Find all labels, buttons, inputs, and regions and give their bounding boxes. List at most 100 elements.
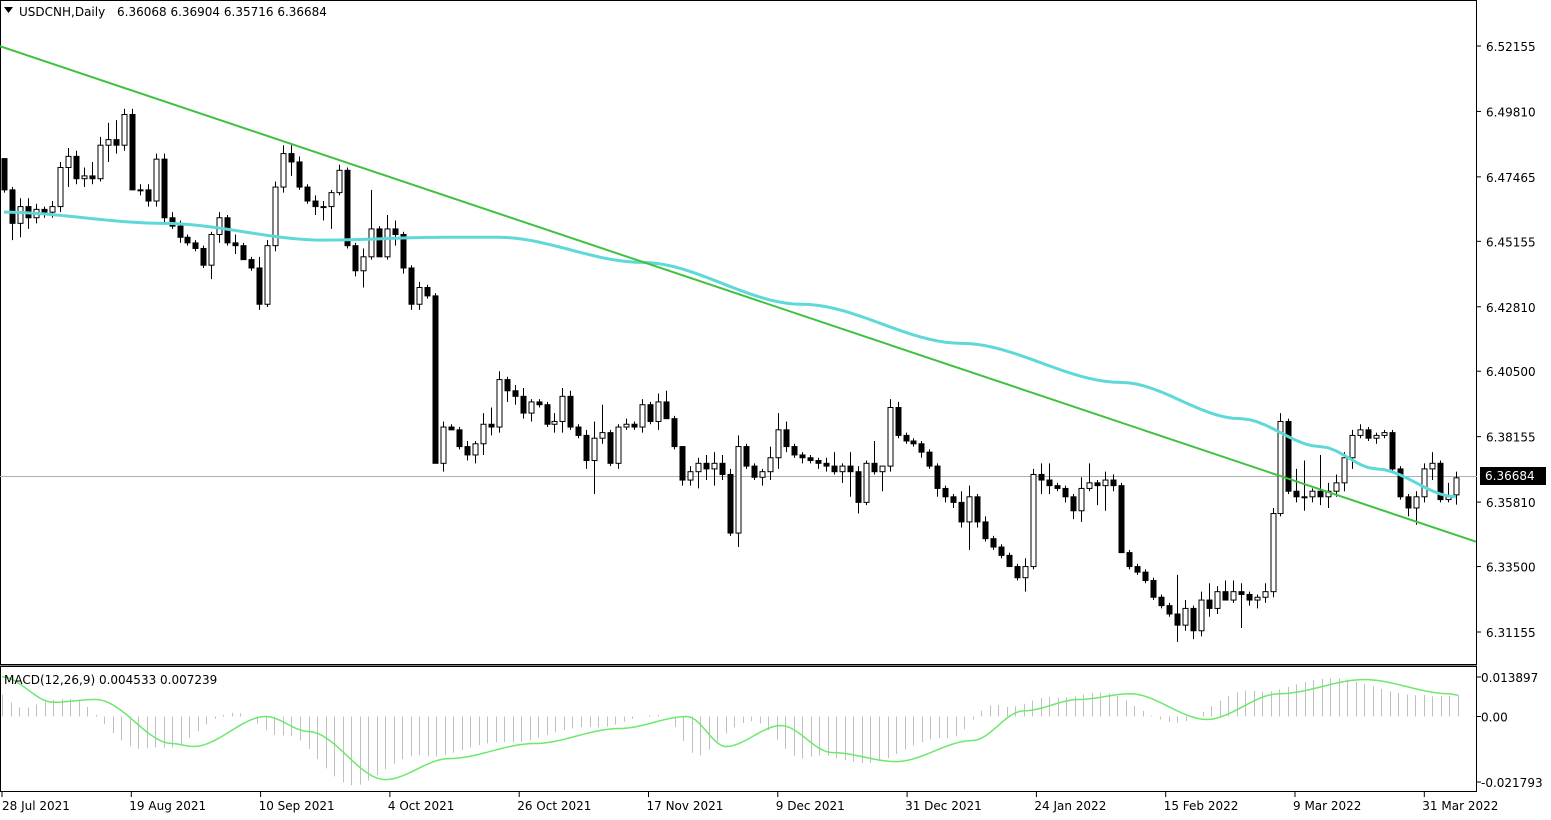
- candle-bear: [647, 404, 654, 422]
- candle-bear: [751, 465, 758, 478]
- candle-bear: [304, 186, 311, 202]
- candle-bull: [208, 233, 215, 266]
- candle-bear: [424, 287, 431, 297]
- candle-bear: [1190, 607, 1197, 632]
- candle-bear: [296, 161, 303, 188]
- candle-bear: [1174, 613, 1181, 626]
- downtrend-line[interactable]: [0, 45, 1477, 543]
- date-tick-label: 10 Sep 2021: [259, 799, 335, 813]
- price-tick-label: 6.33500: [1486, 561, 1536, 575]
- candle-bear: [1389, 432, 1396, 470]
- dropdown-triangle-icon[interactable]: [4, 7, 13, 13]
- candle-bear: [113, 139, 120, 146]
- price-tick-label: 6.47465: [1486, 171, 1536, 185]
- candle-bear: [392, 228, 399, 235]
- candle-bear: [847, 465, 854, 473]
- candle-bull: [416, 287, 423, 305]
- candle-bear: [544, 404, 551, 425]
- candle-bull: [1413, 496, 1420, 509]
- candle-bear: [129, 114, 136, 191]
- candle-bear: [1397, 468, 1404, 498]
- candle-bull: [1309, 490, 1316, 498]
- candle-bear: [432, 295, 439, 464]
- candle-bear: [1054, 485, 1061, 489]
- candle-bear: [456, 429, 463, 448]
- candle-bull: [472, 443, 479, 456]
- candle-bear: [903, 434, 910, 442]
- price-tick-label: 6.35810: [1486, 496, 1536, 510]
- candle-bear: [671, 418, 678, 448]
- date-tick-label: 24 Jan 2022: [1034, 799, 1106, 813]
- candle-bull: [759, 471, 766, 478]
- candle-bear: [719, 462, 726, 475]
- candle-bull: [1102, 479, 1109, 487]
- current-price-label: 6.36684: [1485, 469, 1535, 483]
- candle-bull: [1429, 462, 1436, 470]
- candle-bear: [1006, 554, 1013, 568]
- candle-bull: [775, 429, 782, 459]
- candle-bear: [488, 423, 495, 428]
- date-tick-label: 28 Jul 2021: [2, 799, 70, 813]
- candle-bull: [1421, 468, 1428, 498]
- candle-bear: [918, 443, 925, 453]
- ohlc-label: 6.36068 6.36904 6.35716 6.36684: [117, 5, 327, 19]
- candle-bear: [1222, 591, 1229, 601]
- price-tick-label: 6.38155: [1486, 431, 1536, 445]
- candle-bull: [1373, 434, 1380, 439]
- candle-bear: [248, 259, 255, 269]
- candle-bull: [336, 169, 343, 194]
- candle-bear: [895, 407, 902, 436]
- candle-bull: [966, 496, 973, 523]
- price-panel[interactable]: [0, 0, 1477, 665]
- candle-bear: [958, 501, 965, 523]
- price-tick-label: 6.49810: [1486, 105, 1536, 119]
- macd-panel[interactable]: [0, 666, 1477, 792]
- candle-bear: [926, 451, 933, 467]
- candle-bear: [512, 390, 519, 397]
- date-tick-label: 19 Aug 2021: [129, 799, 206, 813]
- candle-bull: [879, 465, 886, 473]
- candle-bull: [887, 407, 894, 467]
- price-tick-label: 6.40500: [1486, 365, 1536, 379]
- candle-bull: [655, 401, 662, 422]
- price-tick-label: 6.42810: [1486, 301, 1536, 315]
- macd-tick-label: -0.021793: [1481, 776, 1543, 790]
- candle-bear: [520, 395, 527, 414]
- candle-bear: [823, 462, 830, 467]
- candle-bear: [807, 457, 814, 462]
- candle-bull: [1262, 591, 1269, 598]
- candle-bull: [320, 206, 327, 209]
- macd-tick-label: 0.013897: [1481, 671, 1538, 685]
- candle-bear: [161, 158, 168, 219]
- date-tick-label: 26 Oct 2021: [517, 799, 591, 813]
- candle-bear: [1134, 566, 1141, 573]
- date-tick-label: 31 Mar 2022: [1422, 799, 1498, 813]
- candle-bull: [1198, 599, 1205, 632]
- candle-bear: [400, 233, 407, 269]
- candle-bear: [376, 228, 383, 258]
- candle-bull: [551, 420, 558, 425]
- date-tick-label: 17 Nov 2021: [647, 799, 724, 813]
- candle-bear: [448, 426, 455, 431]
- candle-bull: [384, 228, 391, 258]
- candle-bear: [177, 225, 184, 238]
- candle-bull: [57, 167, 64, 208]
- candle-bull: [153, 158, 160, 202]
- candle-bear: [950, 496, 957, 503]
- candle-bear: [1110, 479, 1117, 487]
- candle-bear: [631, 423, 638, 428]
- candle-bull: [599, 432, 606, 439]
- date-tick-label: 15 Feb 2022: [1164, 799, 1239, 813]
- price-axis: 6.52155 6.49810 6.47465 6.45155 6.42810 6.405…: [1477, 40, 1536, 640]
- candle-bear: [1285, 420, 1292, 492]
- candle-bear: [232, 242, 239, 247]
- candle-bear: [1, 158, 8, 191]
- candle-bull: [264, 245, 271, 305]
- candle-bear: [998, 546, 1005, 556]
- candle-bear: [974, 496, 981, 523]
- candle-bull: [137, 189, 144, 192]
- candle-bull: [1078, 487, 1085, 512]
- symbol-label: USDCNH,Daily: [19, 5, 105, 19]
- candle-bear: [1166, 605, 1173, 615]
